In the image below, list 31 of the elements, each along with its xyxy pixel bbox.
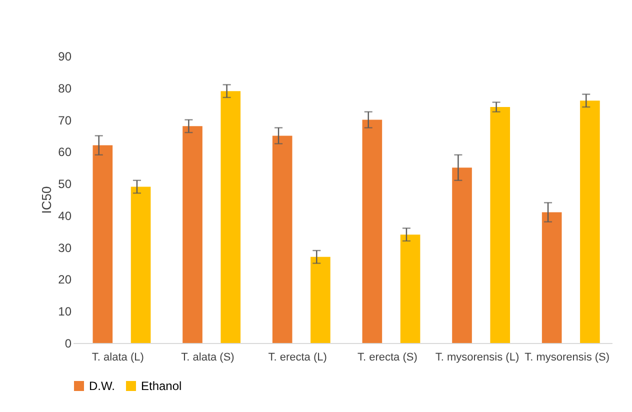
legend-label: Ethanol — [141, 379, 182, 393]
x-tick-label: T. erecta (S) — [357, 352, 418, 364]
bar — [490, 107, 510, 343]
bar — [542, 212, 562, 343]
x-tick-label: T. mysorensis (L) — [435, 352, 520, 364]
legend-label: D.W. — [89, 379, 115, 393]
y-tick-label: 40 — [58, 208, 72, 223]
x-tick-label: T. alata (S) — [181, 352, 234, 364]
bar — [452, 168, 472, 343]
bar — [220, 91, 241, 343]
y-tick-label: 0 — [64, 336, 72, 350]
y-axis-title: IC50 — [39, 186, 54, 214]
bar — [400, 234, 420, 343]
x-tick-label: T. erecta (L) — [268, 352, 327, 364]
y-tick-label: 10 — [58, 304, 72, 319]
y-tick-label: 30 — [58, 240, 72, 255]
y-tick-label: 50 — [58, 177, 72, 192]
bar — [362, 120, 382, 343]
bar — [182, 126, 202, 343]
bar — [130, 186, 151, 343]
y-tick-label: 20 — [58, 272, 72, 287]
bar — [580, 100, 600, 343]
bar — [272, 136, 292, 343]
bar — [310, 256, 330, 343]
x-tick-label: T. alata (L) — [92, 352, 144, 364]
y-tick-label: 90 — [58, 50, 72, 64]
x-tick-label: T. mysorensis (S) — [524, 352, 610, 364]
bar — [92, 145, 113, 343]
y-tick-label: 80 — [58, 81, 72, 96]
y-tick-label: 60 — [58, 145, 72, 160]
y-tick-label: 70 — [58, 113, 72, 128]
